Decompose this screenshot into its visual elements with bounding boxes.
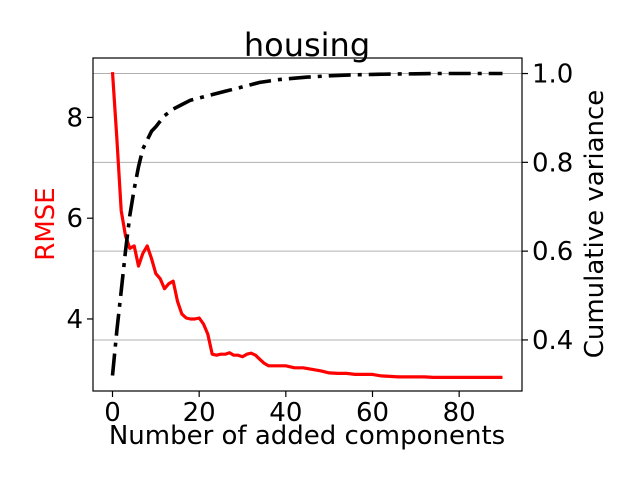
x-tick-label: 40 (269, 398, 302, 428)
x-tick-label: 80 (443, 398, 476, 428)
series-lines (110, 71, 503, 379)
chart-title: housing (244, 26, 370, 64)
plot-frame (92, 57, 523, 392)
axis-ticks: 0 20 40 60 80 4 6 8 0.4 0.6 0.8 1.0 (66, 60, 573, 428)
left-y-tick-label: 8 (66, 103, 83, 133)
right-y-tick-label: 0.8 (532, 148, 573, 178)
x-tick-label: 0 (104, 398, 121, 428)
right-y-tick-label: 1.0 (532, 60, 573, 90)
left-y-axis-label: RMSE (31, 187, 61, 260)
left-y-tick-label: 6 (66, 204, 83, 234)
right-y-tick-label: 0.6 (532, 237, 573, 267)
x-tick-label: 20 (183, 398, 216, 428)
right-y-tick-label: 0.4 (532, 326, 573, 356)
cumulative-variance-line (110, 71, 503, 376)
right-y-axis-label: Cumulative variance (580, 90, 610, 359)
x-axis-label: Number of added components (109, 421, 505, 451)
left-y-tick-label: 4 (66, 305, 83, 335)
x-tick-label: 60 (356, 398, 389, 428)
rmse-line (110, 71, 503, 379)
grid-lines (93, 73, 522, 341)
